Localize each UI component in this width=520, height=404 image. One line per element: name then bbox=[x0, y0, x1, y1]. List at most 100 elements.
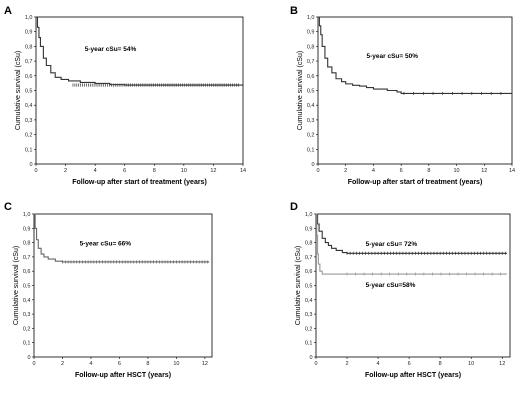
x-axis-label: Follow-up after start of treatment (year… bbox=[72, 179, 207, 186]
y-tick-label: 0,8 bbox=[23, 241, 31, 247]
plot-frame bbox=[35, 16, 244, 165]
y-tick-label: 0,8 bbox=[25, 44, 33, 50]
y-tick-label: 1,0 bbox=[305, 212, 313, 218]
x-tick-label: 0 bbox=[316, 168, 319, 174]
y-axis-label: Cumulative survival (cSu) bbox=[297, 51, 304, 130]
chart-panel-a: A 0 0,1 0,2 0,3 0,4 0,5 0,6 0,7 0,8 0,9 1,0 0 2 4 6 8 10 1… bbox=[4, 5, 246, 186]
x-tick-label: 14 bbox=[509, 168, 515, 174]
chart-panel-b: B 0 0,1 0,2 0,3 0,4 0,5 0,6 0,7 0,8 0,9 1,0 0 2 4 6 8 10 1… bbox=[290, 5, 515, 186]
x-tick-label: 4 bbox=[89, 361, 92, 367]
survival-curve-2 bbox=[316, 213, 507, 275]
y-tick-label: 0,5 bbox=[305, 284, 313, 290]
x-axis-label: Follow-up after HSCT (years) bbox=[365, 372, 461, 379]
x-tick-label: 2 bbox=[61, 361, 64, 367]
panel-letter: A bbox=[4, 5, 12, 17]
x-tick-label: 14 bbox=[240, 168, 246, 174]
y-tick-label: 0,8 bbox=[307, 44, 315, 50]
x-tick-label: 8 bbox=[427, 168, 430, 174]
y-tick-label: 0,1 bbox=[305, 341, 313, 347]
y-tick-label: 0,4 bbox=[23, 298, 31, 304]
y-tick-label: 0,7 bbox=[23, 255, 31, 261]
x-tick-label: 6 bbox=[118, 361, 121, 367]
y-tick-label: 0,2 bbox=[307, 133, 315, 139]
y-tick-label: 0,5 bbox=[23, 284, 31, 290]
survival-curve-1 bbox=[36, 16, 243, 86]
x-tick-label: 4 bbox=[94, 168, 97, 174]
y-tick-label: 0,6 bbox=[25, 74, 33, 80]
y-tick-label: 0,3 bbox=[23, 312, 31, 318]
x-tick-label: 12 bbox=[499, 361, 505, 367]
x-tick-label: 8 bbox=[439, 361, 442, 367]
y-axis-label: Cumulative survival (cSu) bbox=[295, 246, 302, 325]
y-tick-label: 0,6 bbox=[307, 74, 315, 80]
annotation-label: 5-year cSu= 72% bbox=[366, 241, 418, 248]
y-tick-label: 0,5 bbox=[25, 89, 33, 95]
x-axis-label: Follow-up after HSCT (years) bbox=[75, 372, 171, 379]
y-tick-label: 0,3 bbox=[305, 312, 313, 318]
x-tick-label: 4 bbox=[372, 168, 375, 174]
chart-panel-c: C 0 0,1 0,2 0,3 0,4 0,5 0,6 0,7 0,8 0,9 1,0 0 2 4 6 8 10 1… bbox=[4, 201, 213, 379]
y-axis-label: Cumulative survival (cSu) bbox=[13, 246, 20, 325]
y-tick-label: 0,7 bbox=[305, 255, 313, 261]
x-tick-label: 2 bbox=[344, 168, 347, 174]
x-tick-label: 0 bbox=[314, 361, 317, 367]
x-tick-label: 8 bbox=[153, 168, 156, 174]
x-tick-label: 4 bbox=[377, 361, 380, 367]
y-tick-label: 0 bbox=[311, 162, 314, 168]
x-tick-label: 0 bbox=[32, 361, 35, 367]
survival-curve-1 bbox=[318, 16, 512, 94]
y-tick-label: 0,9 bbox=[305, 226, 313, 232]
x-tick-label: 6 bbox=[408, 361, 411, 367]
x-tick-label: 2 bbox=[64, 168, 67, 174]
annotation-label: 5-year cSu= 66% bbox=[80, 240, 132, 247]
y-tick-label: 0,5 bbox=[307, 89, 315, 95]
annotation-label: 5-year cSu=58% bbox=[366, 282, 416, 289]
x-tick-label: 12 bbox=[481, 168, 487, 174]
y-axis-label: Cumulative survival (cSu) bbox=[15, 51, 22, 130]
y-tick-label: 0 bbox=[309, 355, 312, 361]
plot-frame bbox=[317, 16, 513, 165]
y-tick-label: 0,6 bbox=[23, 269, 31, 275]
y-tick-label: 0,6 bbox=[305, 269, 313, 275]
y-tick-label: 0,4 bbox=[25, 103, 33, 109]
x-tick-label: 2 bbox=[346, 361, 349, 367]
survival-curve-1 bbox=[316, 213, 507, 254]
x-tick-label: 10 bbox=[181, 168, 187, 174]
y-tick-label: 0,4 bbox=[305, 298, 313, 304]
y-tick-label: 0,1 bbox=[23, 341, 31, 347]
chart-panel-d: D 0 0,1 0,2 0,3 0,4 0,5 0,6 0,7 0,8 0,9 1,0 0 2 4 6 8 10 1… bbox=[290, 201, 511, 379]
panel-letter: C bbox=[4, 201, 12, 213]
y-tick-label: 0,3 bbox=[307, 118, 315, 124]
x-tick-label: 10 bbox=[173, 361, 179, 367]
panel-letter: B bbox=[290, 5, 298, 17]
y-tick-label: 0,2 bbox=[305, 326, 313, 332]
x-axis-label: Follow-up after start of treatment (year… bbox=[348, 179, 483, 186]
y-tick-label: 0,7 bbox=[25, 59, 33, 65]
y-tick-label: 0,9 bbox=[23, 226, 31, 232]
annotation-label: 5-year cSu= 50% bbox=[367, 53, 419, 60]
y-tick-label: 0,1 bbox=[307, 147, 315, 153]
y-tick-label: 0,4 bbox=[307, 103, 315, 109]
y-tick-label: 0,1 bbox=[25, 147, 33, 153]
x-tick-label: 12 bbox=[210, 168, 216, 174]
x-tick-label: 6 bbox=[400, 168, 403, 174]
y-tick-label: 0 bbox=[27, 355, 30, 361]
x-tick-label: 6 bbox=[123, 168, 126, 174]
y-tick-label: 0,9 bbox=[25, 30, 33, 36]
y-tick-label: 1,0 bbox=[307, 15, 315, 21]
y-tick-label: 0,2 bbox=[25, 133, 33, 139]
y-tick-label: 1,0 bbox=[25, 15, 33, 21]
y-tick-label: 0,3 bbox=[25, 118, 33, 124]
y-tick-label: 0,7 bbox=[307, 59, 315, 65]
x-tick-label: 10 bbox=[468, 361, 474, 367]
x-tick-label: 8 bbox=[146, 361, 149, 367]
survival-curve-1 bbox=[34, 213, 210, 263]
x-tick-label: 0 bbox=[34, 168, 37, 174]
panel-letter: D bbox=[290, 201, 298, 213]
annotation-label: 5-year cSu= 54% bbox=[85, 46, 137, 53]
x-tick-label: 12 bbox=[202, 361, 208, 367]
y-tick-label: 0 bbox=[29, 162, 32, 168]
x-tick-label: 10 bbox=[454, 168, 460, 174]
y-tick-label: 0,8 bbox=[305, 241, 313, 247]
